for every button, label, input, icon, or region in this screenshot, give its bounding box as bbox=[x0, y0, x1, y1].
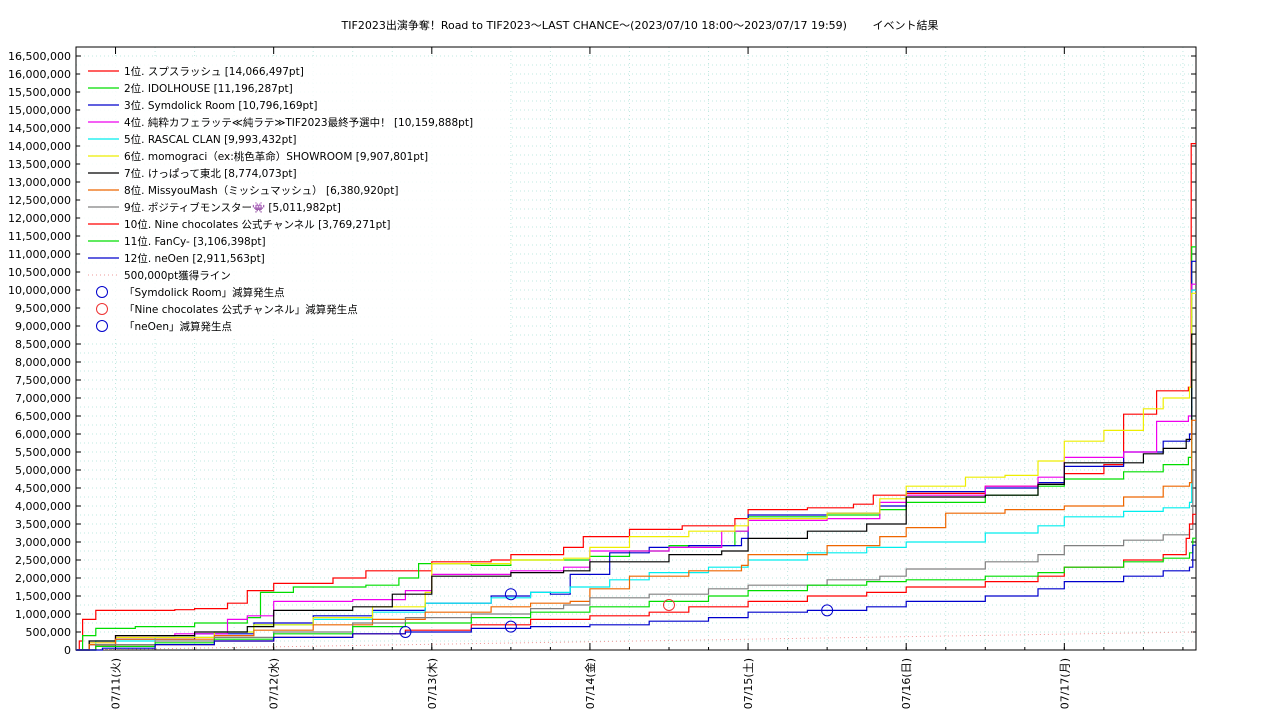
series-line-8 bbox=[76, 419, 1196, 651]
legend-label-1: 1位. スプスラッシュ [14,066,497pt] bbox=[124, 65, 304, 78]
x-tick-label: 07/14(金) bbox=[583, 658, 597, 709]
y-tick-label: 15,000,000 bbox=[8, 104, 71, 117]
y-tick-label: 14,500,000 bbox=[8, 122, 71, 135]
y-tick-label: 4,500,000 bbox=[15, 482, 71, 495]
legend-label-8: 8位. MissyouMash（ミッシュマッシュ） [6,380,920pt] bbox=[124, 184, 398, 197]
deduction-marker bbox=[662, 599, 675, 611]
y-tick-label: 10,000,000 bbox=[8, 284, 71, 297]
legend-label-3: 3位. Symdolick Room [10,796,169pt] bbox=[124, 99, 317, 112]
series-line-12 bbox=[76, 544, 1196, 651]
y-tick-label: 6,500,000 bbox=[15, 410, 71, 423]
series-line-1 bbox=[76, 143, 1196, 651]
y-tick-label: 16,500,000 bbox=[8, 50, 71, 63]
series-line-4 bbox=[76, 283, 1196, 651]
legend-label-11: 11位. FanCy- [3,106,398pt] bbox=[124, 235, 266, 248]
legend-label-6: 6位. momograci（ex:桃色革命）SHOWROOM [9,907,80… bbox=[124, 150, 428, 163]
series-line-6 bbox=[76, 292, 1196, 651]
plot-frame bbox=[75, 46, 1197, 651]
series-line-10 bbox=[76, 513, 1196, 651]
series-line-11 bbox=[76, 537, 1196, 651]
legend-label-9: 9位. ポジティブモンスター👾 [5,011,982pt] bbox=[124, 201, 341, 214]
deduction-marker bbox=[504, 588, 517, 601]
y-tick-label: 12,000,000 bbox=[8, 212, 71, 225]
y-tick-label: 2,000,000 bbox=[15, 572, 71, 585]
legend-label-4: 4位. 純粋カフェラッテ≪純ラテ≫TIF2023最終予選中！ [10,159,8… bbox=[124, 116, 473, 129]
deduction-marker bbox=[399, 626, 412, 638]
x-tick-label: 07/13(木) bbox=[426, 658, 439, 709]
x-tick-label: 07/16(日) bbox=[900, 658, 913, 709]
legend-label-10: 10位. Nine chocolates 公式チャンネル [3,769,271p… bbox=[124, 218, 390, 231]
y-tick-label: 5,000,000 bbox=[15, 464, 71, 477]
y-tick-label: 4,000,000 bbox=[15, 500, 71, 513]
legend: 1位. スプスラッシュ [14,066,497pt] 2位. IDOLHOUSE … bbox=[80, 59, 510, 339]
y-tick-label: 1,000,000 bbox=[15, 608, 71, 621]
y-tick-label: 14,000,000 bbox=[8, 140, 71, 153]
y-tick-label: 15,500,000 bbox=[8, 86, 71, 99]
y-tick-label: 10,500,000 bbox=[8, 266, 71, 279]
y-tick-label: 13,000,000 bbox=[8, 176, 71, 189]
chart-title: TIF2023出演争奪！Road to TIF2023〜LAST CHANCE〜… bbox=[341, 19, 939, 32]
y-tick-label: 9,500,000 bbox=[15, 302, 71, 315]
x-tick-label: 07/12(水) bbox=[268, 658, 281, 709]
deduction-marker bbox=[821, 604, 834, 617]
y-tick-label: 13,500,000 bbox=[8, 158, 71, 171]
legend-label-5: 5位. RASCAL CLAN [9,993,432pt] bbox=[124, 133, 297, 146]
legend-marker-3 bbox=[96, 320, 108, 332]
y-tick-label: 1,500,000 bbox=[15, 590, 71, 603]
x-tick-label: 07/11(火) bbox=[110, 658, 123, 709]
legend-marker-1 bbox=[96, 286, 108, 298]
legend-marker-2 bbox=[96, 303, 108, 315]
y-tick-label: 9,000,000 bbox=[15, 320, 71, 333]
y-tick-label: 7,000,000 bbox=[15, 392, 71, 405]
deduction-marker bbox=[504, 620, 517, 633]
legend-label-2: 2位. IDOLHOUSE [11,196,287pt] bbox=[124, 82, 293, 95]
y-tick-label: 8,000,000 bbox=[15, 356, 71, 369]
legend-marker-label-3: 「neOen」減算発生点 bbox=[124, 320, 232, 333]
x-tick-label: 07/15(土) bbox=[742, 658, 755, 709]
legend-label-7: 7位. けっぱって東北 [8,774,073pt] bbox=[124, 167, 297, 180]
y-tick-label: 2,500,000 bbox=[15, 554, 71, 567]
y-tick-label: 16,000,000 bbox=[8, 68, 71, 81]
y-tick-label: 3,000,000 bbox=[15, 536, 71, 549]
legend-background bbox=[80, 59, 510, 339]
y-tick-label: 5,500,000 bbox=[15, 446, 71, 459]
legend-label-reference: 500,000pt獲得ライン bbox=[124, 269, 231, 282]
y-tick-label: 8,500,000 bbox=[15, 338, 71, 351]
y-tick-label: 12,500,000 bbox=[8, 194, 71, 207]
y-tick-label: 11,000,000 bbox=[8, 248, 71, 261]
y-tick-label: 6,000,000 bbox=[15, 428, 71, 441]
y-tick-label: 500,000 bbox=[26, 626, 72, 639]
y-tick-label: 0 bbox=[64, 644, 71, 657]
series-line-9 bbox=[76, 469, 1196, 651]
grid bbox=[75, 46, 1196, 651]
legend-marker-label-1: 「Symdolick Room」減算発生点 bbox=[124, 286, 285, 299]
series-line-7 bbox=[76, 333, 1196, 651]
y-tick-label: 11,500,000 bbox=[8, 230, 71, 243]
legend-label-12: 12位. neOen [2,911,563pt] bbox=[124, 252, 265, 265]
x-tick-label: 07/17(月) bbox=[1058, 658, 1071, 709]
y-tick-label: 7,500,000 bbox=[15, 374, 71, 387]
legend-marker-label-2: 「Nine chocolates 公式チャンネル」減算発生点 bbox=[124, 303, 358, 316]
y-tick-label: 3,500,000 bbox=[15, 518, 71, 531]
reference-line bbox=[75, 631, 1197, 651]
